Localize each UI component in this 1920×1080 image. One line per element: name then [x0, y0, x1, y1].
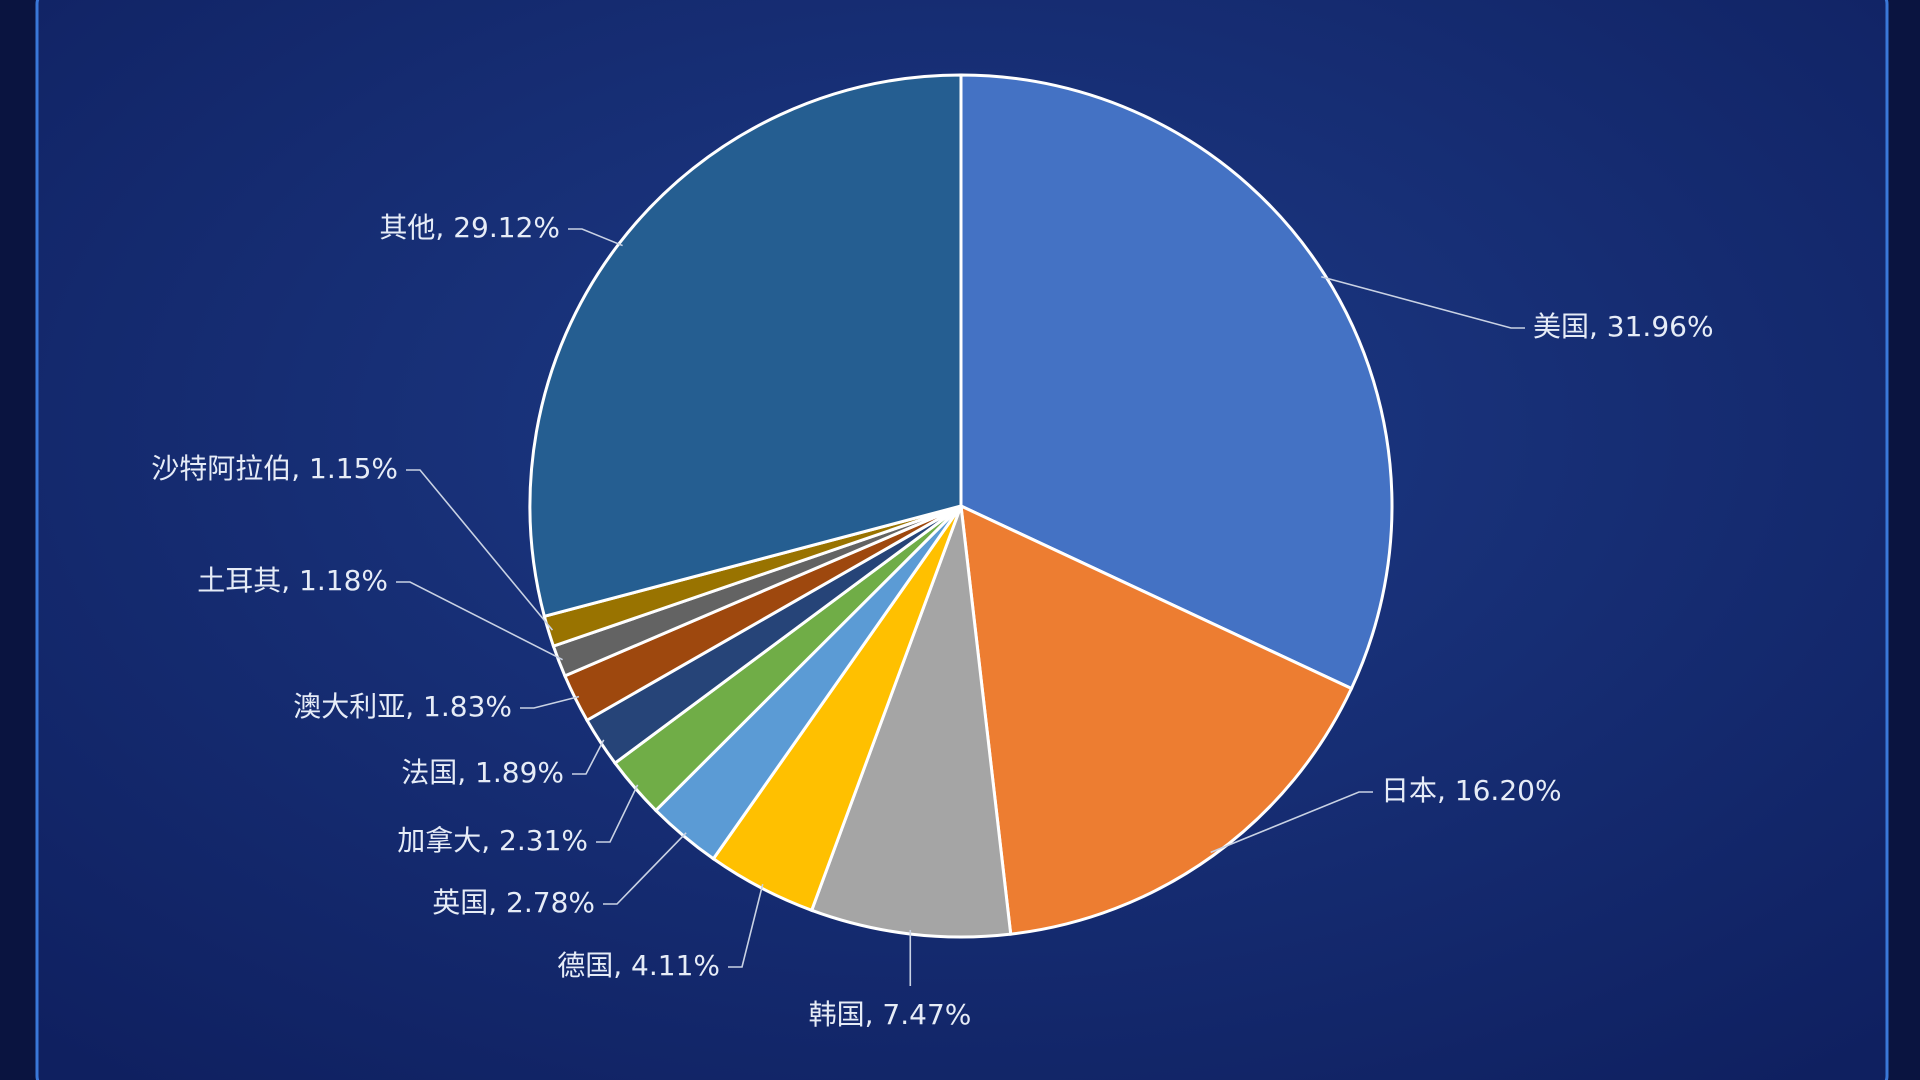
pie-slice [959, 503, 1354, 936]
leader-line [1210, 791, 1373, 854]
leader-line [406, 469, 554, 631]
data-label: 美国, 31.96% [1533, 310, 1714, 343]
leader-line [603, 832, 687, 905]
pie-slice [959, 73, 1394, 691]
data-label: 沙特阿拉伯, 1.15% [151, 452, 398, 485]
data-label: 德国, 4.11% [557, 949, 720, 982]
data-label: 法国, 1.89% [401, 756, 564, 789]
labels: 美国, 31.96% 日本, 16.20% 韩国, 7.47% 德国, 4.11% 英国… [151, 211, 1713, 1031]
leader-line [396, 581, 563, 661]
data-label: 韩国, 7.47% [809, 998, 972, 1031]
pie-slice [528, 73, 963, 619]
leader-line [520, 695, 580, 709]
data-label: 日本, 16.20% [1381, 774, 1562, 807]
data-label: 澳大利亚, 1.83% [293, 690, 512, 723]
data-label: 其他, 29.12% [379, 211, 560, 244]
data-label: 加拿大, 2.31% [397, 824, 588, 857]
data-label: 英国, 2.78% [432, 886, 595, 919]
leader-line [568, 228, 623, 247]
leader-line [596, 784, 639, 843]
leader-line [1321, 275, 1525, 329]
leader-line [572, 739, 605, 775]
pie [528, 73, 1394, 939]
data-label: 土耳其, 1.18% [197, 564, 388, 597]
leader-line [728, 883, 764, 968]
